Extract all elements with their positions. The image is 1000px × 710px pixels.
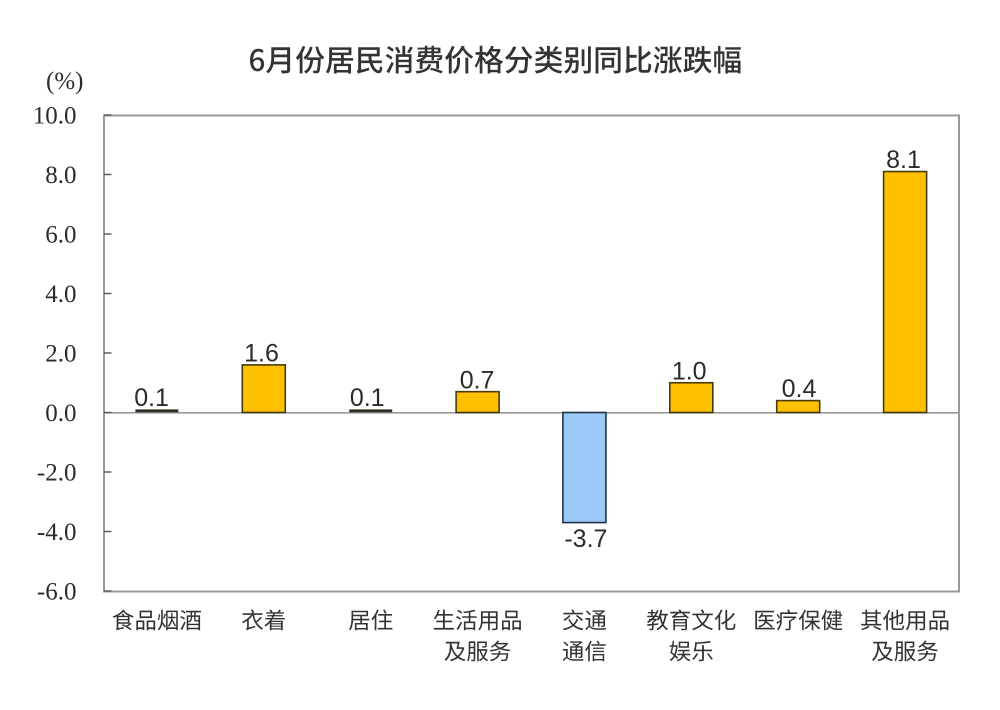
svg-text:4.0: 4.0 [45,281,76,308]
svg-text:10.0: 10.0 [33,102,77,129]
svg-text:6.0: 6.0 [45,221,76,248]
svg-text:1.6: 1.6 [244,340,279,368]
svg-text:1.0: 1.0 [672,357,707,385]
svg-text:-2.0: -2.0 [37,459,77,486]
svg-text:0.4: 0.4 [782,375,817,403]
svg-text:0.1: 0.1 [134,384,169,412]
svg-text:0.0: 0.0 [45,400,76,427]
svg-text:8.1: 8.1 [886,146,921,174]
svg-text:-6.0: -6.0 [37,578,77,605]
svg-text:0.1: 0.1 [350,384,385,412]
svg-text:-3.7: -3.7 [564,525,607,553]
svg-text:2.0: 2.0 [45,340,76,367]
svg-text:0.7: 0.7 [460,366,495,394]
svg-text:(%): (%) [46,68,83,95]
svg-text:8.0: 8.0 [45,162,76,189]
svg-text:-4.0: -4.0 [37,519,77,546]
